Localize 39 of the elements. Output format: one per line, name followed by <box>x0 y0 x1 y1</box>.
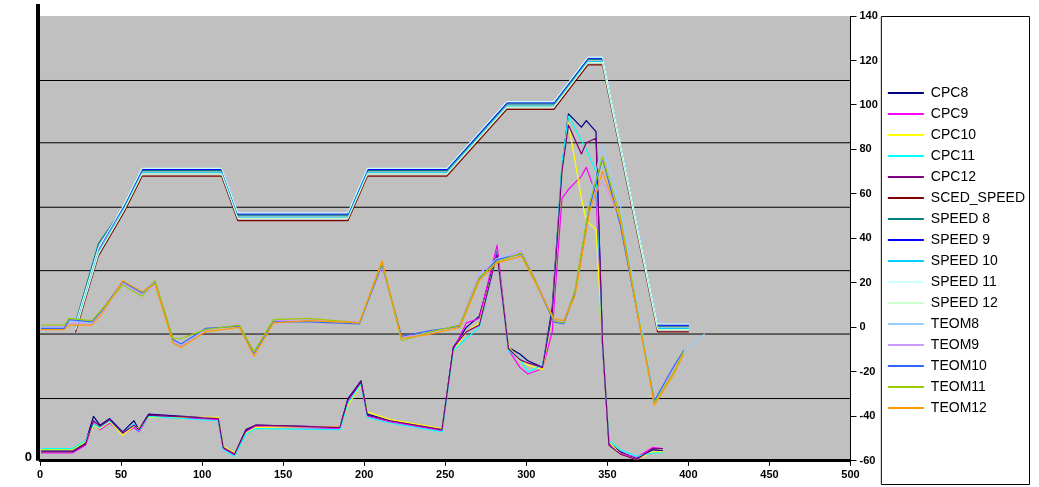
legend-label: TEOM12 <box>930 398 988 415</box>
legend-label: CPC11 <box>930 146 976 163</box>
x-tick-label: 200 <box>355 468 374 481</box>
x-tick-label: 500 <box>841 468 860 481</box>
legend-label: TEOM9 <box>930 335 980 352</box>
legend-label: SPEED 10 <box>930 251 998 268</box>
x-tick-label: 50 <box>114 468 128 481</box>
x-tick-label: 0 <box>36 468 44 481</box>
legend-label: CPC12 <box>930 167 977 184</box>
x-tick-label: 300 <box>517 468 536 481</box>
y-tick-label: -40 <box>859 409 876 422</box>
legend-label: SPEED 11 <box>930 272 997 289</box>
legend-label: CPC8 <box>930 83 969 100</box>
y-tick-label: 140 <box>859 9 878 22</box>
legend-label: CPC9 <box>930 104 969 121</box>
legend-label: SPEED 12 <box>930 293 998 310</box>
x-tick-label: 100 <box>192 468 212 481</box>
x-tick-label: 450 <box>760 468 779 481</box>
y-tick-label: 20 <box>859 275 872 288</box>
y-tick-label: 40 <box>859 231 872 244</box>
legend-label: SPEED 8 <box>930 209 991 226</box>
legend-label: TEOM8 <box>930 314 980 331</box>
legend-label: SCED_SPEED <box>930 188 1026 205</box>
text: 0 <box>24 449 32 465</box>
y-tick-label: 0 <box>859 320 866 333</box>
legend-label: CPC10 <box>930 125 977 142</box>
x-tick-label: 350 <box>598 468 617 481</box>
y-tick-label: -60 <box>859 453 876 466</box>
legend-label: TEOM11 <box>930 377 987 394</box>
y-tick-label: 80 <box>859 142 872 155</box>
y-tick-label: 120 <box>859 53 878 66</box>
x-tick-label: 150 <box>273 468 293 481</box>
x-tick-label: 400 <box>679 468 698 481</box>
y-tick-label: -20 <box>859 364 876 377</box>
y-tick-label: 60 <box>859 186 872 199</box>
legend-label: TEOM10 <box>930 356 988 373</box>
y-tick-label: 100 <box>859 97 878 110</box>
legend-label: SPEED 9 <box>930 230 991 247</box>
x-tick-label: 250 <box>436 468 455 481</box>
